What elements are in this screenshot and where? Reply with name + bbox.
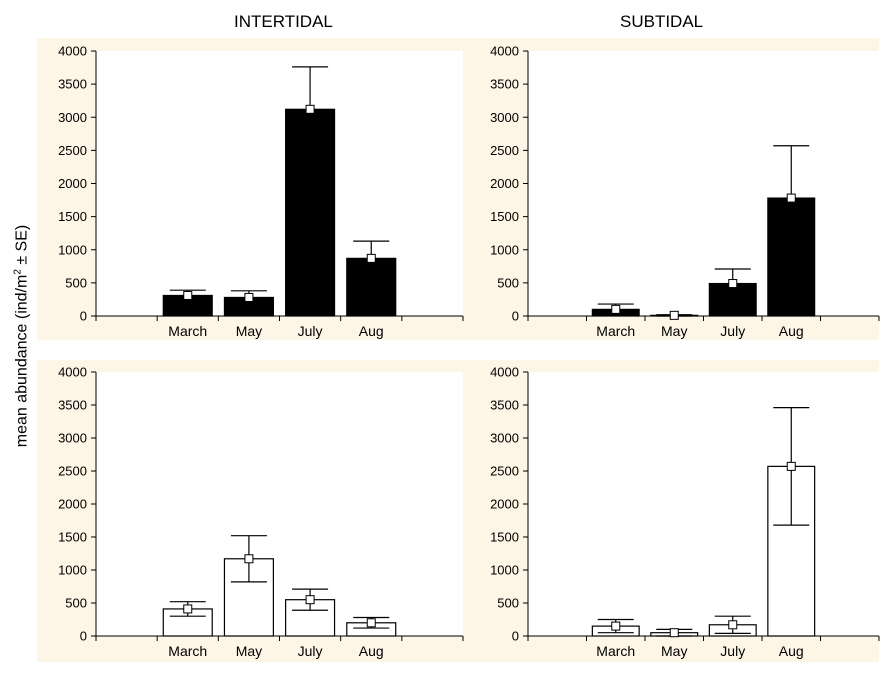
intertidal-open-y-tick-label-8: 4000: [58, 365, 87, 380]
intertidal-filled-x-tick-label-2: July: [298, 323, 323, 339]
subtidal-filled-bar-2: [708, 282, 757, 317]
subtidal-filled-x-tick-label-2: July: [720, 323, 745, 339]
subtidal-filled-y-tick-label-3: 1500: [490, 209, 519, 224]
subtidal-open-y-tick-label-7: 3500: [490, 398, 519, 413]
subtidal-open-mean-marker-1: [669, 628, 679, 638]
intertidal-filled-x-tick-label-3: Aug: [359, 323, 384, 339]
subtidal-filled-mean-marker-0: [611, 304, 621, 314]
intertidal-open-y-tick-label-3: 1500: [58, 530, 87, 545]
intertidal-filled-mean-marker-0: [183, 290, 193, 300]
subtidal-filled-y-tick-label-0: 0: [512, 309, 519, 324]
intertidal-open-bar-0: [162, 608, 213, 637]
subtidal-filled-mean-marker-1: [669, 310, 679, 320]
subtidal-open-y-tick-label-5: 2500: [490, 464, 519, 479]
subtidal-open-x-tick-label-1: May: [661, 643, 687, 659]
intertidal-filled-y-tick-label-2: 1000: [58, 242, 87, 257]
intertidal-filled-mean-marker-2: [305, 104, 315, 114]
subtidal-open-y-tick-label-1: 500: [497, 596, 519, 611]
col-title-subtidal: SUBTIDAL: [620, 12, 704, 31]
subtidal-open-x-tick-label-0: March: [596, 643, 635, 659]
subtidal-open-y-tick-label-2: 1000: [490, 563, 519, 578]
intertidal-open-y-tick-label-6: 3000: [58, 431, 87, 446]
subtidal-open-mean-marker-0: [611, 621, 621, 631]
subtidal-filled-x-tick-label-0: March: [596, 323, 635, 339]
intertidal-filled-plot-area: [96, 51, 463, 316]
subtidal-filled-y-tick-label-7: 3500: [490, 77, 519, 92]
subtidal-filled-plot-area: [528, 51, 879, 316]
intertidal-open-x-tick-label-0: March: [168, 643, 207, 659]
intertidal-open-mean-marker-3: [366, 618, 376, 628]
subtidal-open-y-tick-label-0: 0: [512, 629, 519, 644]
intertidal-open-x-tick-label-3: Aug: [359, 643, 384, 659]
intertidal-filled-x-tick-label-1: May: [236, 323, 262, 339]
intertidal-open-x-tick-label-2: July: [298, 643, 323, 659]
intertidal-filled-y-tick-label-1: 500: [65, 275, 87, 290]
intertidal-open-bar-2: [285, 599, 336, 637]
subtidal-open-x-tick-label-2: July: [720, 643, 745, 659]
subtidal-open-plot-area: [528, 372, 879, 636]
intertidal-open-y-tick-label-5: 2500: [58, 464, 87, 479]
subtidal-filled-x-tick-label-1: May: [661, 323, 687, 339]
intertidal-open-y-tick-label-2: 1000: [58, 563, 87, 578]
subtidal-filled-y-tick-label-5: 2500: [490, 143, 519, 158]
intertidal-filled-mean-marker-1: [244, 292, 254, 302]
intertidal-open-y-tick-label-4: 2000: [58, 497, 87, 512]
intertidal-filled-y-tick-label-3: 1500: [58, 209, 87, 224]
subtidal-filled-y-tick-label-4: 2000: [490, 176, 519, 191]
intertidal-filled-y-tick-label-5: 2500: [58, 143, 87, 158]
subtidal-filled-x-tick-label-3: Aug: [779, 323, 804, 339]
subtidal-filled-y-tick-label-8: 4000: [490, 44, 519, 59]
intertidal-open-y-tick-label-7: 3500: [58, 398, 87, 413]
intertidal-open-mean-marker-0: [183, 604, 193, 614]
subtidal-filled-y-tick-label-1: 500: [497, 275, 519, 290]
intertidal-filled-y-tick-label-0: 0: [80, 309, 87, 324]
intertidal-filled-y-tick-label-8: 4000: [58, 44, 87, 59]
intertidal-filled-y-tick-label-6: 3000: [58, 110, 87, 125]
subtidal-open-y-tick-label-8: 4000: [490, 365, 519, 380]
intertidal-open-mean-marker-2: [305, 595, 315, 605]
subtidal-open-y-tick-label-3: 1500: [490, 530, 519, 545]
intertidal-filled-mean-marker-3: [366, 253, 376, 263]
intertidal-filled-y-tick-label-4: 2000: [58, 176, 87, 191]
subtidal-filled-y-tick-label-2: 1000: [490, 242, 519, 257]
intertidal-open-plot-area: [96, 372, 463, 636]
intertidal-open-mean-marker-1: [244, 554, 254, 564]
subtidal-filled-mean-marker-3: [786, 193, 796, 203]
subtidal-open-y-tick-label-4: 2000: [490, 497, 519, 512]
intertidal-open-y-tick-label-1: 500: [65, 596, 87, 611]
intertidal-open-y-tick-label-0: 0: [80, 629, 87, 644]
subtidal-open-mean-marker-2: [728, 620, 738, 630]
subtidal-open-x-tick-label-3: Aug: [779, 643, 804, 659]
intertidal-filled-x-tick-label-0: March: [168, 323, 207, 339]
subtidal-open-mean-marker-3: [786, 461, 796, 471]
subtidal-filled-mean-marker-2: [728, 279, 738, 289]
intertidal-filled-y-tick-label-7: 3500: [58, 77, 87, 92]
subtidal-filled-y-tick-label-6: 3000: [490, 110, 519, 125]
col-title-intertidal: INTERTIDAL: [234, 12, 333, 31]
intertidal-open-x-tick-label-1: May: [236, 643, 262, 659]
subtidal-open-y-tick-label-6: 3000: [490, 431, 519, 446]
